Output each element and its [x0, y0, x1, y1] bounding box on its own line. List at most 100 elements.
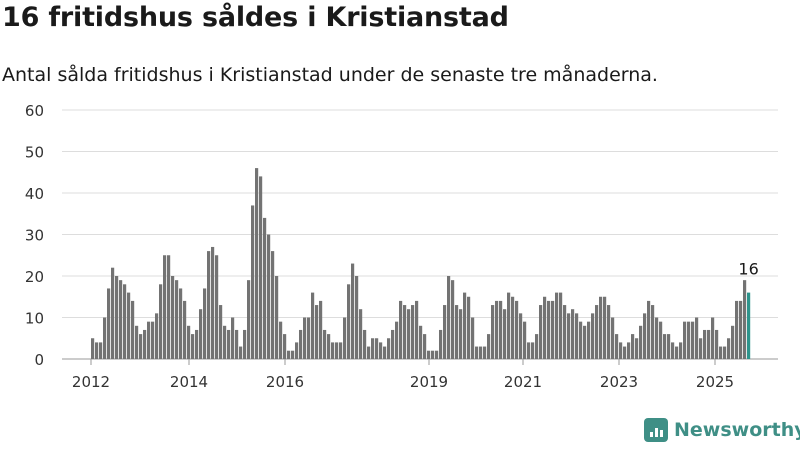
bar [507, 292, 511, 359]
bar [547, 300, 551, 359]
bar [427, 350, 431, 359]
bar [311, 292, 315, 359]
bar [735, 300, 739, 359]
bar [583, 325, 587, 359]
bar [659, 321, 663, 359]
bar [571, 309, 575, 359]
bar [539, 305, 543, 359]
bar [483, 346, 487, 359]
bar [463, 292, 467, 359]
bar [403, 305, 407, 359]
chart-subtitle: Antal sålda fritidshus i Kristianstad un… [2, 64, 658, 86]
bar [183, 300, 187, 359]
bar [595, 305, 599, 359]
bar [551, 300, 555, 359]
bar [343, 317, 347, 359]
y-tick-label: 20 [25, 268, 44, 286]
bar [383, 346, 387, 359]
bar [619, 342, 623, 359]
x-tick-label: 2023 [600, 373, 638, 391]
chart-title: 16 fritidshus såldes i Kristianstad [2, 2, 509, 33]
bar [599, 296, 603, 359]
bar [475, 346, 479, 359]
bar [479, 346, 483, 359]
bar [611, 317, 615, 359]
bar [715, 329, 719, 359]
bar [111, 267, 115, 359]
bar [519, 313, 523, 359]
bar [487, 334, 491, 359]
bar [655, 317, 659, 359]
bar [543, 296, 547, 359]
bar [435, 350, 439, 359]
bar-highlight [747, 292, 751, 359]
y-tick-label: 40 [25, 185, 44, 203]
bar [307, 317, 311, 359]
bar [155, 313, 159, 359]
newsworthy-logo: Newsworthy [644, 418, 800, 442]
bar [699, 338, 703, 359]
bar [535, 334, 539, 359]
bar [131, 300, 135, 359]
bar [523, 321, 527, 359]
bar [467, 296, 471, 359]
bar [623, 346, 627, 359]
bar [679, 342, 683, 359]
bar [415, 300, 419, 359]
bar [399, 300, 403, 359]
bar [147, 321, 151, 359]
bar [647, 300, 651, 359]
bar [135, 325, 139, 359]
bar [163, 255, 167, 359]
y-tick-label: 60 [25, 102, 44, 120]
bar [499, 300, 503, 359]
bar [355, 276, 359, 359]
bar [531, 342, 535, 359]
bar [695, 317, 699, 359]
bar [651, 305, 655, 359]
bar [251, 205, 255, 359]
bar [603, 296, 607, 359]
bar [455, 305, 459, 359]
bar [491, 305, 495, 359]
bar [627, 342, 631, 359]
bar [683, 321, 687, 359]
bar [103, 317, 107, 359]
x-tick-label: 2021 [504, 373, 542, 391]
bar [419, 325, 423, 359]
bar [703, 329, 707, 359]
y-tick-label: 10 [25, 310, 44, 328]
bar [303, 317, 307, 359]
x-tick-label: 2025 [696, 373, 734, 391]
bar [631, 334, 635, 359]
bar [391, 329, 395, 359]
bar [243, 329, 247, 359]
bar [207, 251, 211, 359]
bar [99, 342, 103, 359]
bar [267, 234, 271, 359]
bar [495, 300, 499, 359]
bar [299, 329, 303, 359]
y-tick-label: 30 [25, 227, 44, 245]
bar [563, 305, 567, 359]
bar [167, 255, 171, 359]
bar [295, 342, 299, 359]
bar [331, 342, 335, 359]
bar [527, 342, 531, 359]
bar [215, 255, 219, 359]
bar [471, 317, 475, 359]
bar [351, 263, 355, 359]
bar [315, 305, 319, 359]
bar [327, 334, 331, 359]
bar [191, 334, 195, 359]
bar [407, 309, 411, 359]
bar [227, 329, 231, 359]
y-tick-label: 0 [34, 351, 44, 369]
x-tick-label: 2012 [72, 373, 110, 391]
bar [323, 329, 327, 359]
bar [239, 346, 243, 359]
bar [443, 305, 447, 359]
bar [711, 317, 715, 359]
bar [231, 317, 235, 359]
bar [223, 325, 227, 359]
